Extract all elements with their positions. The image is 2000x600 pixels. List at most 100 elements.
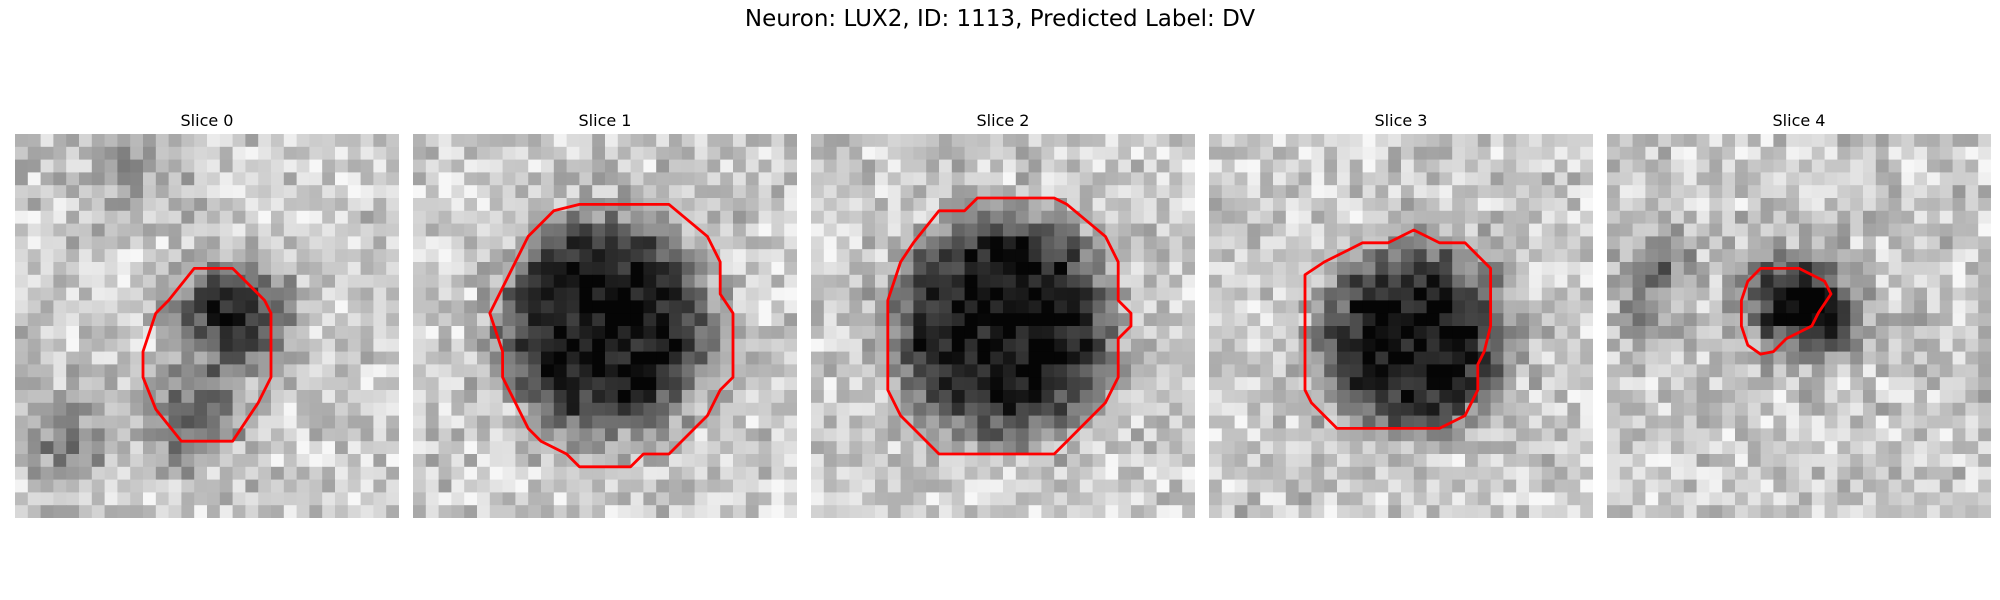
pixel-cell bbox=[541, 505, 555, 518]
pixel-cell bbox=[758, 351, 772, 365]
pixel-cell bbox=[1105, 185, 1119, 199]
pixel-cell bbox=[1234, 441, 1248, 455]
pixel-cell bbox=[232, 466, 246, 481]
pixel-cell bbox=[117, 415, 131, 429]
pixel-cell bbox=[1658, 210, 1672, 225]
pixel-cell bbox=[1413, 415, 1428, 429]
pixel-cell bbox=[360, 146, 374, 161]
pixel-cell bbox=[1092, 390, 1106, 404]
pixel-cell bbox=[1260, 415, 1274, 429]
pixel-cell bbox=[155, 134, 170, 148]
pixel-cell bbox=[977, 198, 991, 212]
pixel-cell bbox=[913, 146, 927, 161]
pixel-cell bbox=[1529, 466, 1543, 481]
pixel-cell bbox=[168, 172, 182, 186]
pixel-cell bbox=[1516, 326, 1530, 340]
pixel-cell bbox=[1978, 146, 1991, 161]
pixel-cell bbox=[271, 287, 285, 301]
pixel-cell bbox=[1349, 338, 1364, 353]
pixel-cell bbox=[926, 198, 940, 212]
pixel-cell bbox=[977, 249, 991, 263]
pixel-cell bbox=[502, 505, 516, 518]
pixel-cell bbox=[836, 466, 850, 481]
pixel-cell bbox=[1118, 185, 1132, 199]
pixel-cell bbox=[964, 428, 978, 442]
pixel-cell bbox=[40, 210, 54, 225]
pixel-cell bbox=[360, 466, 374, 481]
pixel-cell bbox=[913, 300, 927, 314]
pixel-cell bbox=[566, 428, 580, 442]
pixel-cell bbox=[1567, 364, 1581, 378]
pixel-cell bbox=[1285, 441, 1300, 455]
pixel-cell bbox=[1413, 326, 1428, 340]
pixel-cell bbox=[541, 454, 555, 468]
pixel-cell bbox=[528, 198, 542, 212]
pixel-cell bbox=[694, 326, 708, 340]
pixel-cell bbox=[977, 466, 991, 481]
pixel-cell bbox=[438, 505, 452, 518]
pixel-cell bbox=[1426, 479, 1440, 493]
pixel-cell bbox=[1209, 402, 1223, 417]
pixel-cell bbox=[181, 492, 195, 506]
pixel-cell bbox=[939, 262, 953, 276]
pixel-cell bbox=[913, 415, 927, 429]
pixel-cell bbox=[643, 223, 657, 237]
pixel-cell bbox=[1824, 377, 1838, 391]
pixel-cell bbox=[1901, 274, 1915, 289]
pixel-cell bbox=[1362, 300, 1376, 314]
pixel-cell bbox=[694, 249, 708, 263]
pixel-cell bbox=[232, 492, 246, 506]
pixel-cell bbox=[643, 390, 657, 404]
pixel-cell bbox=[1747, 146, 1762, 161]
pixel-cell bbox=[1067, 377, 1081, 391]
pixel-cell bbox=[617, 351, 632, 365]
pixel-cell bbox=[1658, 402, 1672, 417]
pixel-cell bbox=[1875, 428, 1890, 442]
pixel-cell bbox=[1607, 313, 1621, 327]
pixel-cell bbox=[1811, 159, 1826, 173]
pixel-cell bbox=[1028, 198, 1042, 212]
pixel-cell bbox=[1105, 441, 1119, 455]
pixel-cell bbox=[862, 415, 876, 429]
pixel-cell bbox=[1824, 236, 1838, 250]
pixel-cell bbox=[1554, 415, 1568, 429]
pixel-cell bbox=[335, 479, 349, 493]
pixel-cell bbox=[977, 326, 991, 340]
pixel-cell bbox=[694, 172, 708, 186]
pixel-cell bbox=[1452, 223, 1466, 237]
pixel-cell bbox=[194, 466, 208, 481]
pixel-cell bbox=[811, 466, 825, 481]
pixel-cell bbox=[887, 338, 902, 353]
pixel-cell bbox=[373, 402, 387, 417]
pixel-cell bbox=[386, 441, 399, 455]
pixel-cell bbox=[1939, 415, 1954, 429]
pixel-cell bbox=[1209, 505, 1223, 518]
pixel-cell bbox=[1863, 172, 1877, 186]
pixel-cell bbox=[1875, 492, 1890, 506]
pixel-cell bbox=[27, 198, 42, 212]
pixel-cell bbox=[451, 223, 465, 237]
pixel-cell bbox=[386, 159, 399, 173]
pixel-cell bbox=[245, 146, 259, 161]
pixel-cell bbox=[1452, 134, 1466, 148]
pixel-cell bbox=[425, 159, 440, 173]
pixel-cell bbox=[1580, 338, 1593, 353]
pixel-cell bbox=[1015, 185, 1030, 199]
pixel-cell bbox=[130, 428, 144, 442]
pixel-cell bbox=[1786, 351, 1800, 365]
pixel-cell bbox=[1028, 262, 1042, 276]
pixel-cell bbox=[53, 326, 67, 340]
pixel-cell bbox=[566, 492, 580, 506]
pixel-cell bbox=[1054, 185, 1068, 199]
pixel-cell bbox=[1850, 287, 1864, 301]
pixel-cell bbox=[386, 198, 399, 212]
pixel-cell bbox=[360, 454, 374, 468]
pixel-cell bbox=[1773, 249, 1787, 263]
pixel-cell bbox=[219, 249, 234, 263]
pixel-cell bbox=[1529, 377, 1543, 391]
pixel-cell bbox=[1901, 198, 1915, 212]
pixel-cell bbox=[1632, 364, 1646, 378]
pixel-cell bbox=[836, 262, 850, 276]
pixel-cell bbox=[1079, 274, 1094, 289]
pixel-cell bbox=[1837, 454, 1851, 468]
